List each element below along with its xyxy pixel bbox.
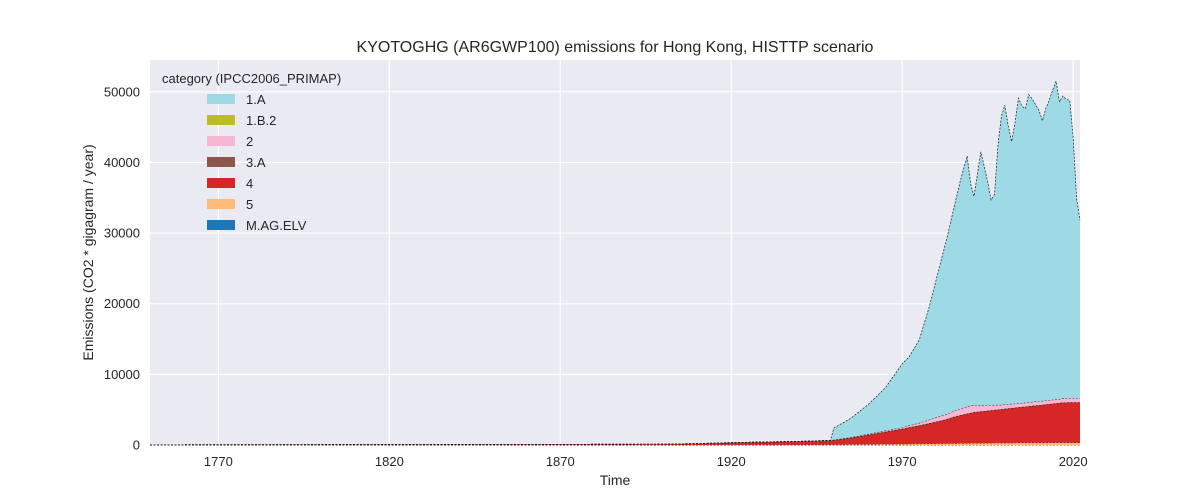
x-tick-label: 2020 [1059,454,1088,469]
legend-swatch [207,199,235,209]
y-tick-label: 20000 [104,296,140,311]
area-5 [150,442,1080,445]
stacked-areas [149,79,1081,446]
area-4 [150,402,1080,445]
x-tick-labels: 1770 1820 1870 1920 1970 2020 [204,454,1088,469]
legend-title: category (IPCC2006_PRIMAP) [162,71,341,86]
y-axis-label: Emissions (CO2 * gigagram / year) [80,144,96,360]
legend-swatch [207,178,235,188]
legend-label: 3.A [246,155,266,170]
chart-title: KYOTOGHG (AR6GWP100) emissions for Hong … [357,39,874,56]
legend-swatch [207,94,235,104]
legend-label: 1.A [246,92,266,107]
area-edge-1-a [149,79,1081,446]
area-edge-3-a [149,401,1080,446]
area-edge-1-b-2 [149,397,1080,446]
legend-label: 1.B.2 [246,113,276,128]
area-edge-5 [150,442,1080,446]
x-tick-label: 1870 [546,454,575,469]
x-tick-label: 1820 [375,454,404,469]
legend-swatch [207,220,235,230]
y-tick-label: 0 [133,438,140,453]
x-axis-label: Time [600,472,631,488]
legend-label: 5 [246,197,253,212]
legend-swatch [207,136,235,146]
y-tick-label: 10000 [104,367,140,382]
legend-swatch [207,157,235,167]
legend-label: 2 [246,134,253,149]
x-tick-label: 1970 [888,454,917,469]
legend-label: 4 [246,176,253,191]
legend: category (IPCC2006_PRIMAP) 1.A 1.B.2 2 3.A 4… [162,71,341,233]
y-tick-labels: 0 10000 20000 30000 40000 50000 [104,84,140,452]
y-tick-label: 40000 [104,155,140,170]
y-tick-label: 50000 [104,84,140,99]
legend-label: M.AG.ELV [246,218,307,233]
x-tick-label: 1920 [717,454,746,469]
legend-swatch [207,115,235,125]
x-tick-label: 1770 [204,454,233,469]
y-tick-label: 30000 [104,226,140,241]
